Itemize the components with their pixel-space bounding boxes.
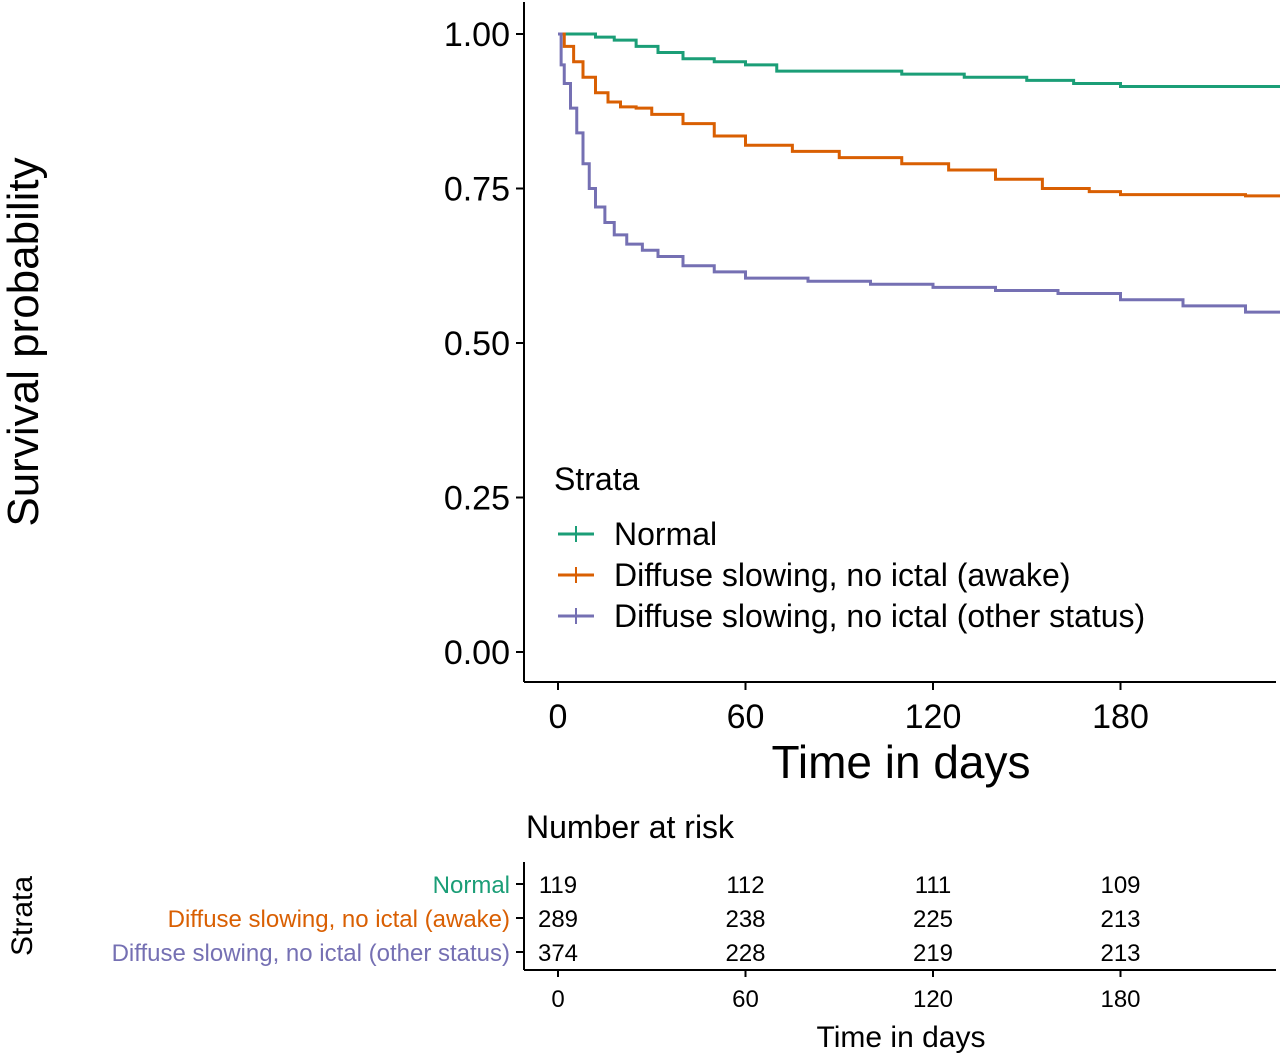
risk-count: 374 — [538, 940, 578, 967]
risk-table-title: Number at risk — [526, 809, 735, 845]
y-axis-label: Survival probability — [0, 157, 48, 526]
risk-row-label: Diffuse slowing, no ictal (awake) — [168, 906, 510, 933]
legend-title: Strata — [554, 461, 640, 497]
y-tick-label: 1.00 — [444, 16, 510, 54]
x-tick-label: 60 — [727, 698, 765, 736]
x-ticks: 060120180240300360 — [549, 682, 1280, 736]
x-tick-label: 120 — [905, 698, 962, 736]
risk-row-label: Normal — [433, 872, 510, 899]
risk-count: 225 — [913, 906, 953, 933]
risk-count: 213 — [1100, 906, 1140, 933]
survival-curve-3 — [558, 32, 1280, 314]
survival-curves — [558, 32, 1280, 314]
risk-count: 219 — [913, 940, 953, 967]
risk-row-label: Diffuse slowing, no ictal (other status) — [112, 940, 510, 967]
risk-x-ticks: 060120180240300360 — [551, 970, 1141, 1013]
risk-x-axis-label: Time in days — [817, 1021, 986, 1054]
risk-rows: Normal119112111109108106104Diffuse slowi… — [112, 872, 1141, 967]
y-tick-label: 0.50 — [444, 325, 510, 363]
risk-count: 213 — [1100, 940, 1140, 967]
risk-table-y-label: Strata — [6, 876, 39, 956]
legend-entry-label: Diffuse slowing, no ictal (other status) — [614, 598, 1145, 634]
risk-count: 238 — [725, 906, 765, 933]
risk-x-tick-label: 0 — [551, 986, 564, 1013]
legend-entry-label: Normal — [614, 516, 717, 552]
y-tick-label: 0.25 — [444, 480, 510, 518]
risk-count: 228 — [725, 940, 765, 967]
risk-x-tick-label: 120 — [913, 986, 953, 1013]
y-tick-label: 0.00 — [444, 634, 510, 672]
y-tick-label: 0.75 — [444, 171, 510, 209]
risk-count: 111 — [915, 872, 951, 899]
legend-entry-label: Diffuse slowing, no ictal (awake) — [614, 557, 1071, 593]
risk-count: 112 — [726, 872, 764, 899]
risk-count: 119 — [539, 872, 577, 899]
x-tick-label: 0 — [549, 698, 568, 736]
risk-count: 109 — [1100, 872, 1140, 899]
legend: Strata Normal Diffuse slowing, no ictal (… — [554, 461, 1145, 634]
risk-x-tick-label: 60 — [732, 986, 759, 1013]
risk-table: Number at risk Strata Normal 119 112 111 109… — [6, 809, 1276, 1054]
survival-curve-2 — [558, 32, 1280, 198]
risk-x-tick-label: 180 — [1100, 986, 1140, 1013]
risk-count: 289 — [538, 906, 578, 933]
y-ticks: 0.00 0.25 0.50 0.75 1.00 — [444, 16, 524, 672]
km-plot: Survival probability 0.00 0.25 0.50 0.75 1.0… — [0, 2, 1280, 788]
survival-curve-1 — [558, 32, 1280, 89]
x-axis-label: Time in days — [771, 736, 1030, 788]
x-tick-label: 180 — [1092, 698, 1149, 736]
